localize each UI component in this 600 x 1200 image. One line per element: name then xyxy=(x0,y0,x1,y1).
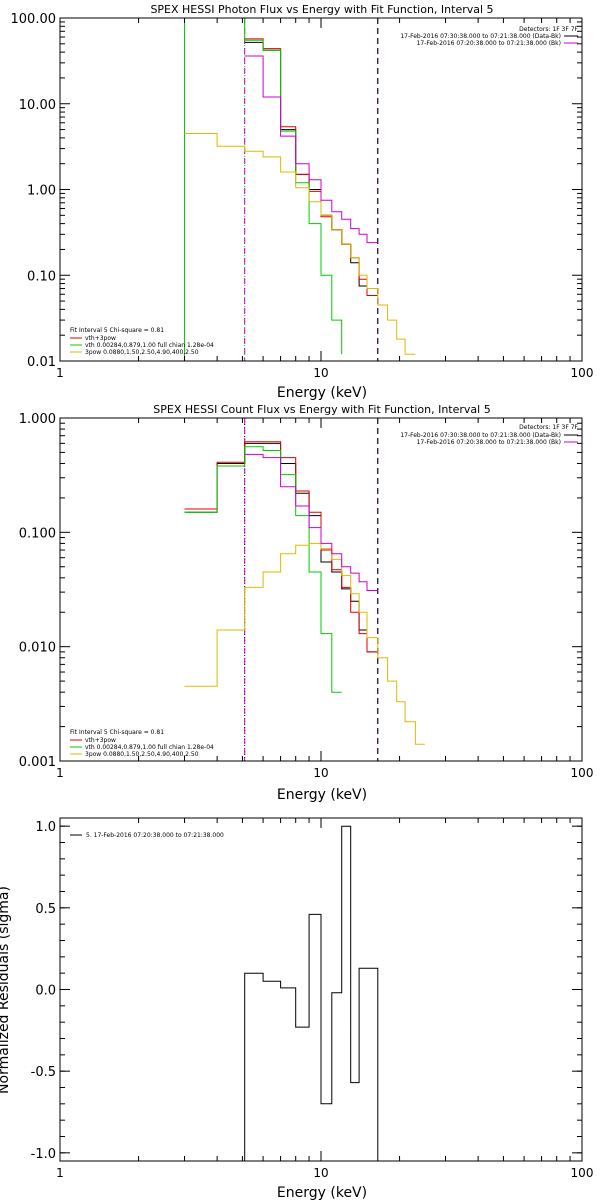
y-tick-label: 0.5 xyxy=(35,902,56,917)
ticks: 1 10 100 -1.0 -0.5 0.0 0.5 1.0 xyxy=(31,818,594,1180)
x-tick-label: 1 xyxy=(56,766,64,780)
chart-title: SPEX HESSI Count Flux vs Energy with Fit… xyxy=(153,403,490,416)
series-line-4 xyxy=(244,55,378,244)
legend-entry-data-bk: 17-Feb-2016 07:30:38.000 to 07:21:38.000… xyxy=(400,432,561,439)
y-tick-label: 0.10 xyxy=(27,269,56,284)
y-tick-label: 0.001 xyxy=(19,755,56,770)
y-tick-label: -1.0 xyxy=(31,1147,56,1162)
legend-bottom-left: Fit Interval 5 Chi-square = 0.81 vth+3po… xyxy=(70,327,214,356)
series-line-2 xyxy=(184,446,342,693)
legend-entry-3pow: 3pow 0.0880,1.50,2.50,4.90,400,2.50 xyxy=(85,751,199,758)
y-tick-label: 0.100 xyxy=(19,526,56,541)
legend-entry-vth-3pow: vth+3pow xyxy=(85,737,116,744)
x-tick-label: 10 xyxy=(313,366,328,380)
series-line-4 xyxy=(244,453,378,591)
series-line-3 xyxy=(184,133,416,355)
detectors-label: Detectors: 1F 3F 7F xyxy=(519,26,578,33)
x-tick-label: 100 xyxy=(571,766,594,780)
x-tick-label: 1 xyxy=(56,1166,64,1180)
panel-photon-flux: SPEX HESSI Photon Flux vs Energy with Fi… xyxy=(11,3,594,401)
y-tick-label: 100.00 xyxy=(11,12,57,27)
y-tick-label: 1.0 xyxy=(35,820,56,835)
y-tick-label: 10.00 xyxy=(19,98,56,113)
x-tick-label: 100 xyxy=(571,366,594,380)
legend-entry-vth: vth 0.00284,0.879,1.00 full chian 1.28e-… xyxy=(85,744,214,751)
y-axis-label: Normalized Residuals (sigma) xyxy=(0,886,12,1094)
x-tick-label: 10 xyxy=(313,1166,328,1180)
legend-top-right: 17-Feb-2016 07:30:38.000 to 07:21:38.000… xyxy=(400,432,578,446)
plot-area xyxy=(184,17,416,361)
y-tick-label: 1.00 xyxy=(27,184,56,199)
panel-residuals: 1 10 100 -1.0 -0.5 0.0 0.5 1.0 Energy (keV) Nor… xyxy=(0,817,594,1200)
legend-entry-vth-3pow: vth+3pow xyxy=(85,335,116,342)
x-axis-label: Energy (keV) xyxy=(277,385,367,401)
ticks: 1 10 100 0.01 0.10 1.00 10.00 100.00 xyxy=(11,12,594,380)
x-tick-label: 10 xyxy=(313,766,328,780)
legend-entry-bk: 17-Feb-2016 07:20:38.000 to 07:21:38.000… xyxy=(417,439,561,446)
legend-entry-bk: 17-Feb-2016 07:20:38.000 to 07:21:38.000… xyxy=(417,40,561,47)
panel-count-flux: SPEX HESSI Count Flux vs Energy with Fit… xyxy=(19,403,594,803)
legend-fit-interval: Fit Interval 5 Chi-square = 0.81 xyxy=(70,729,164,736)
detectors-label: Detectors: 1F 3F 7F xyxy=(519,424,578,431)
legend-fit-interval: Fit Interval 5 Chi-square = 0.81 xyxy=(70,327,164,334)
series-line-1 xyxy=(244,38,378,296)
y-tick-label: 0.0 xyxy=(35,984,56,999)
plot-area xyxy=(184,418,425,761)
y-tick-label: 0.010 xyxy=(19,641,56,656)
legend-entry-data-bk: 17-Feb-2016 07:30:38.000 to 07:21:38.000… xyxy=(400,33,561,40)
x-tick-label: 1 xyxy=(56,366,64,380)
series-line-0 xyxy=(244,825,379,1161)
x-axis-label: Energy (keV) xyxy=(277,1185,367,1200)
series-line-1 xyxy=(184,441,378,653)
legend-entry-3pow: 3pow 0.0880,1.50,2.50,4.90,400,2.50 xyxy=(85,349,199,356)
plot-area xyxy=(244,825,379,1161)
x-axis-label: Energy (keV) xyxy=(277,787,367,803)
legend-top-left: 5. 17-Feb-2016 07:20:38.000 to 07:21:38.… xyxy=(70,832,224,839)
chart-title: SPEX HESSI Photon Flux vs Energy with Fi… xyxy=(150,3,493,16)
y-tick-label: 0.01 xyxy=(27,355,56,370)
y-tick-label: -0.5 xyxy=(31,1065,56,1080)
x-tick-label: 100 xyxy=(571,1166,594,1180)
legend-top-right: 17-Feb-2016 07:30:38.000 to 07:21:38.000… xyxy=(400,33,578,47)
legend-bottom-left: Fit Interval 5 Chi-square = 0.81 vth+3po… xyxy=(70,729,214,758)
legend-entry-residual: 5. 17-Feb-2016 07:20:38.000 to 07:21:38.… xyxy=(86,832,224,839)
ticks: 1 10 100 0.001 0.010 0.100 1.000 xyxy=(19,412,594,780)
y-tick-label: 1.000 xyxy=(19,412,56,427)
legend-entry-vth: vth 0.00284,0.879,1.00 full chian 1.28e-… xyxy=(85,342,214,349)
series-line-3 xyxy=(184,542,425,745)
